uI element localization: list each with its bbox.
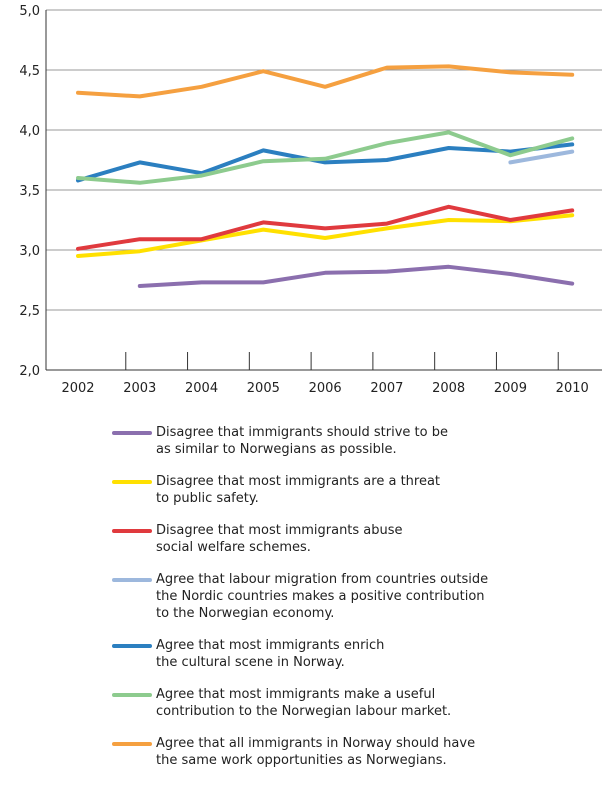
y-tick-label: 2,0 <box>19 364 40 379</box>
legend-swatch <box>112 529 152 533</box>
legend-swatch <box>112 431 152 435</box>
y-axis-ticks: 2,0 2,5 3,0 3,5 4,0 4,5 5,0 <box>19 4 40 379</box>
x-tick-label: 2006 <box>309 381 342 396</box>
legend-label: Disagree that immigrants should strive t… <box>156 425 448 457</box>
y-tick-label: 5,0 <box>19 4 40 19</box>
x-tick-label: 2010 <box>556 381 589 396</box>
axes <box>45 10 602 371</box>
legend-swatch <box>112 742 152 746</box>
legend-swatch <box>112 644 152 648</box>
x-tick-label: 2003 <box>123 381 156 396</box>
legend-item-1: Disagree that immigrants should strive t… <box>112 424 592 458</box>
legend-item-7: Agree that all immigrants in Norway shou… <box>112 735 592 769</box>
legend-item-6: Agree that most immigrants make a useful… <box>112 686 592 720</box>
legend-item-2: Disagree that most immigrants are a thre… <box>112 473 592 507</box>
legend: Disagree that immigrants should strive t… <box>112 424 592 784</box>
legend-swatch <box>112 693 152 697</box>
series-line-3 <box>76 204 575 251</box>
legend-label: Agree that most immigrants make a useful… <box>156 687 452 719</box>
series-line-5 <box>76 142 575 183</box>
x-tick-label: 2007 <box>370 381 403 396</box>
series-line-7 <box>76 64 575 99</box>
series-line-6 <box>76 130 575 185</box>
legend-label: Agree that most immigrants enrich the cu… <box>156 638 385 670</box>
x-axis-ticks: 2002 2003 2004 2005 2006 2007 2008 2009 2010 <box>61 352 589 396</box>
series-lines <box>76 64 575 288</box>
y-tick-label: 4,0 <box>19 124 40 139</box>
legend-label: Agree that labour migration from countri… <box>156 572 489 621</box>
y-tick-label: 3,5 <box>19 184 40 199</box>
legend-swatch <box>112 480 152 484</box>
x-tick-label: 2008 <box>432 381 465 396</box>
series-line-1 <box>137 264 575 288</box>
series-line-4 <box>508 149 575 165</box>
legend-swatch <box>112 578 152 582</box>
legend-label: Disagree that most immigrants are a thre… <box>156 474 441 506</box>
y-tick-label: 3,0 <box>19 244 40 259</box>
legend-item-3: Disagree that most immigrants abuse soci… <box>112 522 592 556</box>
y-tick-label: 4,5 <box>19 64 40 79</box>
legend-label: Agree that all immigrants in Norway shou… <box>156 736 476 768</box>
x-tick-label: 2002 <box>61 381 94 396</box>
series-line-2 <box>76 213 575 258</box>
x-tick-label: 2004 <box>185 381 218 396</box>
x-tick-label: 2005 <box>247 381 280 396</box>
legend-item-4: Agree that labour migration from countri… <box>112 571 592 622</box>
legend-item-5: Agree that most immigrants enrich the cu… <box>112 637 592 671</box>
legend-label: Disagree that most immigrants abuse soci… <box>156 523 403 555</box>
line-chart: 2,02,53,03,54,04,55,0 2002 2003 2004 2005 20… <box>19 4 602 396</box>
x-tick-label: 2009 <box>494 381 527 396</box>
y-tick-label: 2,5 <box>19 304 40 319</box>
